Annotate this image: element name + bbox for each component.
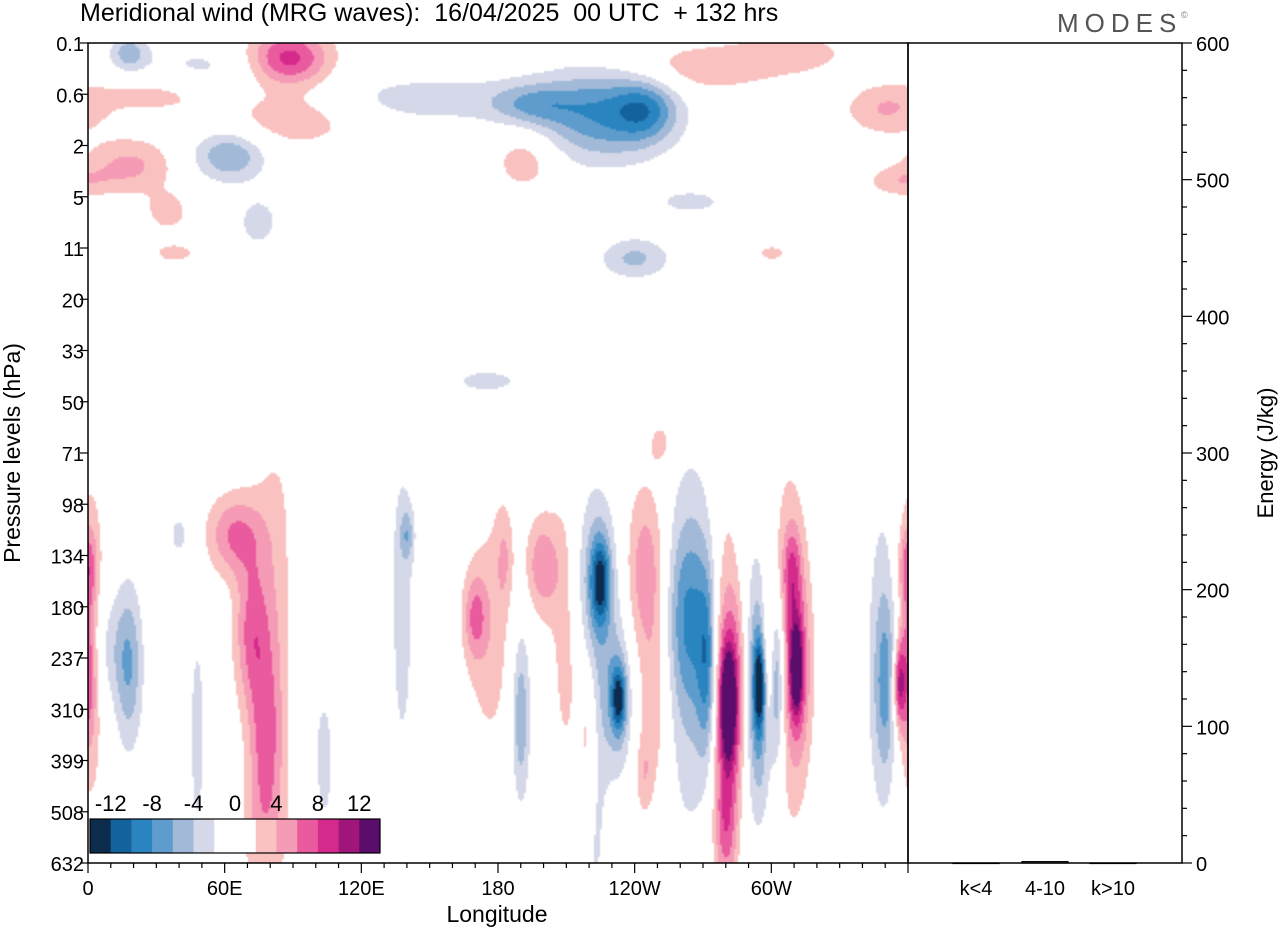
modes-logo: MODES (1057, 8, 1183, 38)
energy-tick-label: 300 (1196, 444, 1229, 466)
x-tick-label: 60W (751, 878, 792, 900)
y-tick-label: 0.6 (56, 85, 84, 107)
x-tick-label: 180 (481, 878, 514, 900)
colorbar-tick-label: 4 (270, 791, 282, 816)
colorbar-swatch (255, 819, 277, 853)
y-tick-label: 50 (62, 393, 84, 415)
x-tick-label: 0 (82, 878, 93, 900)
energy-axis-label: Energy (J/kg) (1253, 388, 1278, 519)
wind-contour-field (88, 43, 908, 863)
energy-bar (952, 862, 1000, 865)
colorbar-swatch (193, 819, 215, 853)
y-tick-label: 310 (51, 700, 84, 722)
y-tick-label: 5 (73, 188, 84, 210)
y-tick-label: 237 (51, 649, 84, 671)
colorbar-tick-label: -4 (184, 791, 204, 816)
y-axis: 0.1 0.6 2 5 11 20 33 50 71 98 134 180 237 310 399 508 63… (51, 34, 88, 876)
colorbar-swatch (110, 819, 132, 853)
energy-category-label: k<4 (960, 878, 993, 900)
x-tick-label: 120W (609, 878, 661, 900)
energy-plot-frame (907, 42, 1183, 864)
colorbar-swatch (214, 819, 236, 853)
y-tick-label: 20 (62, 290, 84, 312)
energy-bar-panel: 0 100 200 300 400 500 600 k<4 4-10 k>10 (952, 34, 1229, 900)
y-tick-label: 508 (51, 803, 84, 825)
y-tick-label: 632 (51, 854, 84, 876)
wind-field-image (88, 43, 908, 863)
energy-category-label: 4-10 (1025, 878, 1065, 900)
colorbar-swatch (152, 819, 174, 853)
colorbar-swatch (297, 819, 319, 853)
colorbar-swatch (90, 819, 112, 853)
colorbar-frame (89, 818, 381, 854)
energy-tick-label: 600 (1196, 34, 1229, 56)
energy-category-label: k>10 (1091, 878, 1135, 900)
y-tick-label: 71 (62, 444, 84, 466)
colorbar-swatch (338, 819, 360, 853)
x-tick-label: 120E (338, 878, 385, 900)
energy-tick-label: 400 (1196, 307, 1229, 329)
colorbar-tick-label: 0 (229, 791, 241, 816)
colorbar-swatch (235, 819, 257, 853)
y-tick-label: 98 (62, 495, 84, 517)
colorbar-swatch (172, 819, 194, 853)
y-tick-label: 180 (51, 598, 84, 620)
y-tick-label: 0.1 (56, 34, 84, 56)
energy-tick-label: 0 (1196, 854, 1207, 876)
y-tick-label: 11 (63, 239, 84, 261)
y-tick-label: 33 (62, 342, 84, 364)
colorbar: -12 -8 -4 0 4 8 12 (89, 791, 381, 854)
colorbar-tick-label: -12 (95, 791, 127, 816)
x-axis-label: Longitude (446, 901, 547, 927)
colorbar-swatch (276, 819, 298, 853)
y-tick-label: 2 (73, 137, 84, 159)
y-tick-label: 399 (51, 752, 84, 774)
colorbar-swatch (359, 819, 381, 853)
x-axis: 0 60E 120E 180 120W 60W (82, 863, 909, 900)
colorbar-swatch (131, 819, 153, 853)
energy-tick-label: 100 (1196, 717, 1229, 739)
chart-title: Meridional wind (MRG waves): 16/04/2025 … (80, 0, 779, 27)
colorbar-tick-label: 8 (312, 791, 324, 816)
colorbar-swatch (317, 819, 339, 853)
energy-bar (1089, 862, 1137, 865)
energy-bar (1021, 861, 1069, 864)
y-axis-label: Pressure levels (hPa) (0, 343, 25, 563)
copyright-mark: © (1181, 10, 1188, 20)
energy-tick-label: 500 (1196, 171, 1229, 193)
y-tick-label: 134 (51, 547, 84, 569)
x-tick-label: 60E (207, 878, 243, 900)
energy-tick-label: 200 (1196, 581, 1229, 603)
colorbar-tick-label: 12 (347, 791, 371, 816)
colorbar-tick-label: -8 (142, 791, 162, 816)
